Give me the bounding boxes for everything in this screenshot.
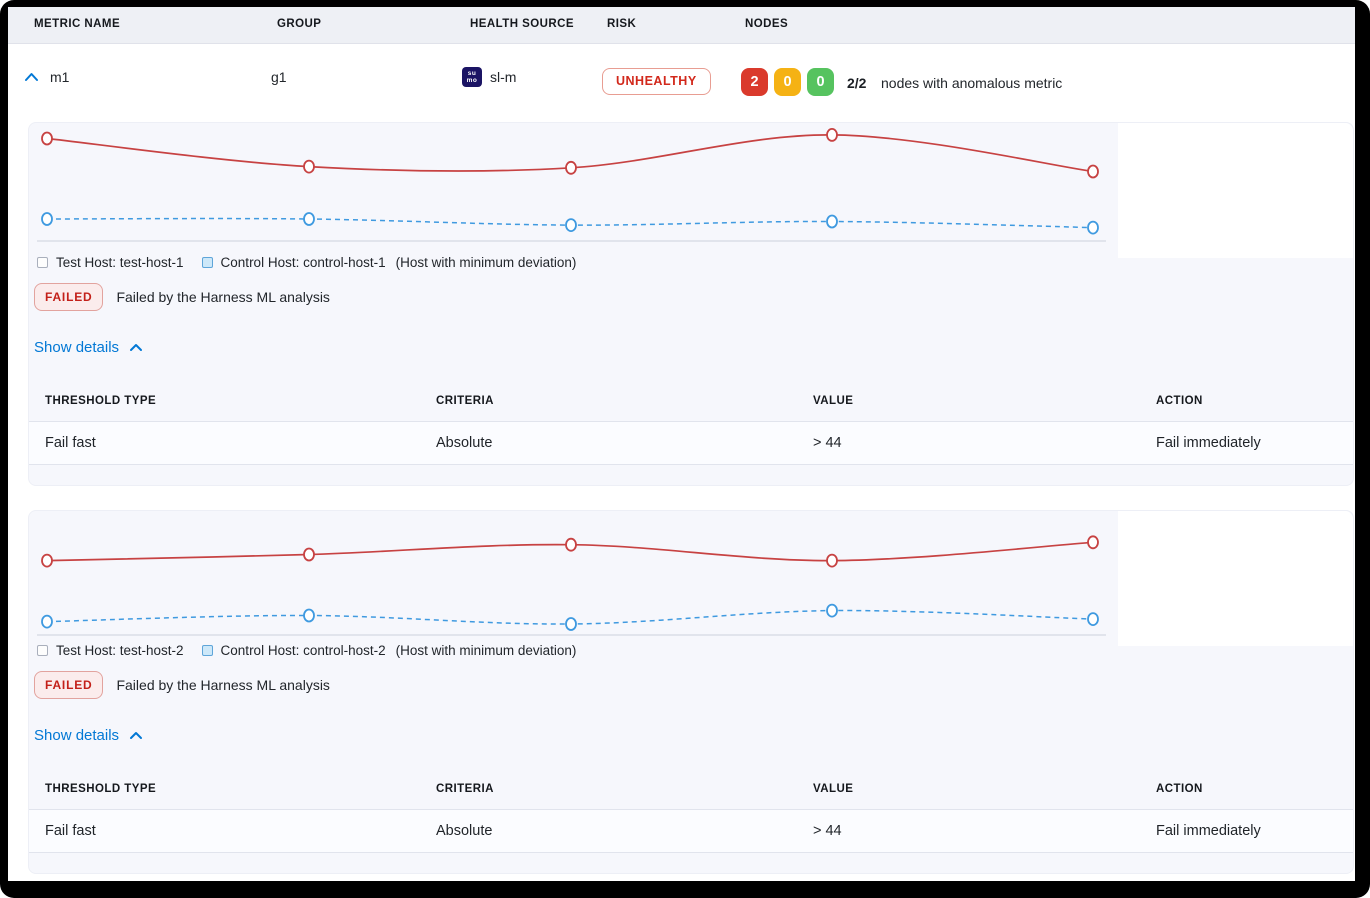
risk-status-badge: UNHEALTHY (602, 68, 711, 95)
show-details-label: Show details (34, 339, 120, 356)
threshold-table: THRESHOLD TYPE CRITERIA VALUE ACTION Fai… (29, 769, 1353, 853)
data-point-marker[interactable] (826, 214, 838, 229)
th-value: VALUE (813, 395, 854, 407)
legend-test-checkbox[interactable] (37, 645, 48, 656)
legend-item-test[interactable]: Test Host: test-host-2 (37, 643, 184, 658)
failed-badge: FAILED (34, 671, 104, 699)
chart-legend: Test Host: test-host-1 Control Host: con… (37, 255, 576, 270)
chart-legend: Test Host: test-host-2 Control Host: con… (37, 643, 576, 658)
cell-threshold-type: Fail fast (45, 823, 96, 839)
legend-test-checkbox[interactable] (37, 257, 48, 268)
sumo-icon-text-top: su (467, 70, 477, 77)
threshold-row: Fail fast Absolute > 44 Fail immediately (29, 810, 1353, 853)
column-header-row: METRIC NAME GROUP HEALTH SOURCE RISK NOD… (8, 7, 1355, 44)
legend-control-label: Control Host: control-host-1 (220, 255, 386, 270)
legend-note: (Host with minimum deviation) (395, 255, 577, 270)
data-point-marker[interactable] (1087, 220, 1099, 235)
cell-criteria: Absolute (436, 435, 493, 451)
analysis-status-row: FAILED Failed by the Harness ML analysis (34, 283, 330, 311)
th-action: ACTION (1156, 395, 1203, 407)
comparison-chart[interactable] (29, 123, 1114, 255)
failed-reason-text: Failed by the Harness ML analysis (116, 677, 330, 693)
cell-action: Fail immediately (1156, 823, 1261, 839)
show-details-toggle[interactable]: Show details (34, 727, 143, 744)
data-point-marker[interactable] (565, 617, 577, 631)
chevron-up-icon (130, 344, 143, 351)
data-point-marker[interactable] (1087, 164, 1099, 179)
th-criteria: CRITERIA (436, 395, 494, 407)
warning-nodes-badge: 0 (774, 68, 801, 96)
legend-item-control[interactable]: Control Host: control-host-2 (201, 643, 386, 658)
legend-control-checkbox[interactable] (201, 257, 213, 268)
group-value: g1 (271, 69, 287, 85)
th-criteria: CRITERIA (436, 783, 494, 795)
legend-item-test[interactable]: Test Host: test-host-1 (37, 255, 184, 270)
legend-item-control[interactable]: Control Host: control-host-1 (201, 255, 386, 270)
th-threshold-type: THRESHOLD TYPE (45, 783, 157, 795)
threshold-table-header: THRESHOLD TYPE CRITERIA VALUE ACTION (29, 381, 1353, 422)
cell-criteria: Absolute (436, 823, 493, 839)
metric-name-value: m1 (50, 69, 70, 85)
data-point-marker[interactable] (1087, 612, 1099, 626)
cell-value: > 44 (813, 435, 842, 451)
data-point-marker[interactable] (565, 218, 577, 232)
legend-control-checkbox[interactable] (201, 645, 213, 656)
data-point-marker[interactable] (826, 127, 838, 142)
show-details-label: Show details (34, 727, 120, 744)
data-point-marker[interactable] (565, 537, 577, 552)
sumo-icon-text-bottom: mo (466, 77, 478, 84)
healthy-nodes-badge: 0 (807, 68, 834, 96)
legend-control-label: Control Host: control-host-2 (220, 643, 386, 658)
failed-reason-text: Failed by the Harness ML analysis (116, 289, 330, 305)
threshold-row: Fail fast Absolute > 44 Fail immediately (29, 422, 1353, 465)
nodes-caption: nodes with anomalous metric (881, 75, 1063, 91)
chevron-up-icon (130, 732, 143, 739)
legend-test-label: Test Host: test-host-1 (56, 255, 184, 270)
data-point-marker[interactable] (826, 603, 838, 618)
column-nodes: NODES (745, 18, 789, 30)
cell-action: Fail immediately (1156, 435, 1261, 451)
cell-value: > 44 (813, 823, 842, 839)
data-point-marker[interactable] (41, 553, 53, 568)
anomalous-nodes-badge: 2 (741, 68, 768, 96)
data-point-marker[interactable] (303, 212, 315, 226)
sumo-logic-icon: su mo (462, 67, 482, 87)
show-details-toggle[interactable]: Show details (34, 339, 143, 356)
analysis-status-row: FAILED Failed by the Harness ML analysis (34, 671, 330, 699)
th-threshold-type: THRESHOLD TYPE (45, 395, 157, 407)
failed-badge: FAILED (34, 283, 104, 311)
legend-note: (Host with minimum deviation) (395, 643, 577, 658)
threshold-table: THRESHOLD TYPE CRITERIA VALUE ACTION Fai… (29, 381, 1353, 465)
metric-analysis-panel: METRIC NAME GROUP HEALTH SOURCE RISK NOD… (8, 7, 1355, 881)
data-point-marker[interactable] (41, 131, 53, 146)
column-risk: RISK (607, 18, 637, 30)
column-group: GROUP (277, 18, 322, 30)
threshold-table-header: THRESHOLD TYPE CRITERIA VALUE ACTION (29, 769, 1353, 810)
data-point-marker[interactable] (41, 212, 53, 226)
column-metric-name: METRIC NAME (34, 18, 121, 30)
data-point-marker[interactable] (1087, 535, 1099, 550)
expanded-content: Test Host: test-host-1 Control Host: con… (8, 110, 1355, 881)
column-health-source: HEALTH SOURCE (470, 18, 575, 30)
th-value: VALUE (813, 783, 854, 795)
host-analysis-card-1: Test Host: test-host-1 Control Host: con… (28, 122, 1354, 486)
host-analysis-card-2: Test Host: test-host-2 Control Host: con… (28, 510, 1354, 874)
data-point-marker[interactable] (565, 160, 577, 175)
chart-side-panel (1118, 123, 1353, 258)
data-point-marker[interactable] (303, 159, 315, 174)
collapse-chevron-icon[interactable] (24, 72, 39, 82)
data-point-marker[interactable] (826, 553, 838, 568)
legend-test-label: Test Host: test-host-2 (56, 643, 184, 658)
data-point-marker[interactable] (303, 608, 315, 623)
th-action: ACTION (1156, 783, 1203, 795)
cell-threshold-type: Fail fast (45, 435, 96, 451)
chart-side-panel (1118, 511, 1353, 646)
nodes-ratio: 2/2 (847, 75, 867, 91)
comparison-chart[interactable] (29, 511, 1114, 643)
data-point-marker[interactable] (41, 614, 53, 629)
data-point-marker[interactable] (303, 547, 315, 562)
health-source-value: sl-m (490, 69, 517, 85)
metric-row[interactable]: m1 g1 su mo sl-m UNHEALTHY 2 0 0 2/2 nod… (8, 44, 1355, 110)
